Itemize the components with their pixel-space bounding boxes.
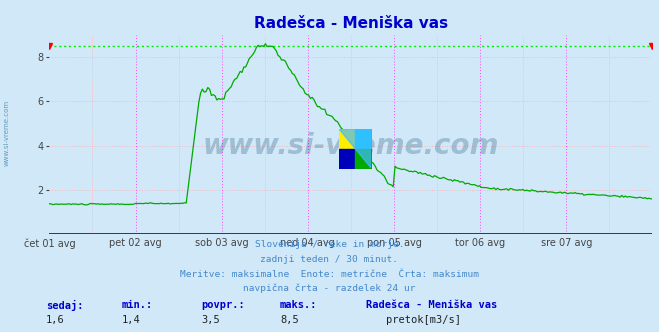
Text: povpr.:: povpr.: <box>201 300 244 310</box>
Text: 1,6: 1,6 <box>46 315 65 325</box>
Text: www.si-vreme.com: www.si-vreme.com <box>203 132 499 160</box>
Text: Meritve: maksimalne  Enote: metrične  Črta: maksimum: Meritve: maksimalne Enote: metrične Črta… <box>180 270 479 279</box>
Text: Slovenija / reke in morje.: Slovenija / reke in morje. <box>255 240 404 249</box>
Text: Radešca - Meniška vas: Radešca - Meniška vas <box>366 300 497 310</box>
Title: Radešca - Meniška vas: Radešca - Meniška vas <box>254 16 448 31</box>
Text: zadnji teden / 30 minut.: zadnji teden / 30 minut. <box>260 255 399 264</box>
Polygon shape <box>339 129 371 168</box>
Text: 8,5: 8,5 <box>280 315 299 325</box>
Text: 1,4: 1,4 <box>122 315 140 325</box>
Text: 3,5: 3,5 <box>201 315 219 325</box>
Text: pretok[m3/s]: pretok[m3/s] <box>386 315 461 325</box>
Text: www.si-vreme.com: www.si-vreme.com <box>3 100 10 166</box>
Text: min.:: min.: <box>122 300 153 310</box>
Text: navpična črta - razdelek 24 ur: navpična črta - razdelek 24 ur <box>243 284 416 293</box>
Text: sedaj:: sedaj: <box>46 300 84 311</box>
Text: maks.:: maks.: <box>280 300 318 310</box>
